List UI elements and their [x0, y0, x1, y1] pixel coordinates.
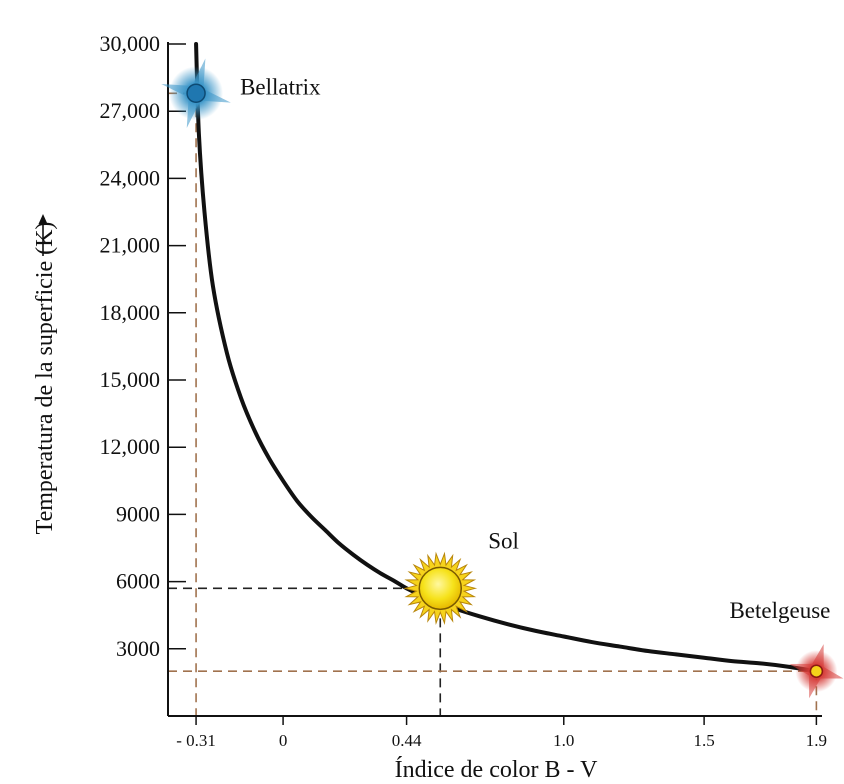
- stars: Bellatrix Sol Betelgeuse: [161, 58, 844, 699]
- y-axis-title: Temperatura de la superficie (K): [32, 222, 58, 535]
- star-label-betelgeuse: Betelgeuse: [729, 598, 830, 623]
- axes: [167, 42, 822, 717]
- sun-disc-icon: [418, 566, 463, 611]
- x-tick-label: 1.5: [693, 731, 714, 750]
- x-axis-title: Índice de color B - V: [395, 757, 598, 783]
- star-label-bellatrix: Bellatrix: [240, 74, 321, 99]
- guide-lines: [168, 92, 818, 716]
- x-axis-ticks: - 0.31 0 0.44 1.0 1.5 1.9: [176, 716, 827, 750]
- y-axis-arrow: [38, 214, 48, 256]
- y-tick-label: 27,000: [100, 98, 161, 123]
- star-core-icon: [186, 83, 206, 104]
- x-tick-label: 1.9: [806, 731, 827, 750]
- star-sol: Sol: [403, 528, 519, 626]
- y-axis-ticks: 3000 6000 9000 12,000 15,000 18,000 21,000 24,0…: [100, 31, 186, 661]
- star-betelgeuse: Betelgeuse: [729, 598, 844, 699]
- y-tick-label: 12,000: [100, 434, 161, 459]
- y-tick-label: 6000: [116, 569, 160, 594]
- x-tick-label: - 0.31: [176, 731, 216, 750]
- y-tick-label: 18,000: [100, 300, 161, 325]
- x-tick-label: 0: [279, 731, 288, 750]
- y-tick-label: 24,000: [100, 165, 161, 190]
- x-tick-label: 1.0: [553, 731, 574, 750]
- star-label-sol: Sol: [488, 528, 519, 553]
- x-tick-label: 0.44: [392, 731, 422, 750]
- star-bellatrix: Bellatrix: [161, 58, 321, 129]
- temperature-curve: [194, 42, 819, 674]
- star-core-icon: [809, 664, 824, 678]
- y-tick-label: 3000: [116, 636, 160, 661]
- y-tick-label: 15,000: [100, 367, 161, 392]
- y-tick-label: 30,000: [100, 31, 161, 56]
- curve-layer: [194, 42, 819, 674]
- y-tick-label: 21,000: [100, 233, 161, 258]
- y-tick-label: 9000: [116, 501, 160, 526]
